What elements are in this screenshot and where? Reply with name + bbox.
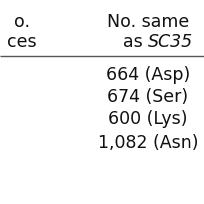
Text: o.: o. [14, 13, 30, 31]
Text: 674 (Ser): 674 (Ser) [107, 88, 188, 105]
Text: as: as [122, 33, 147, 51]
Text: ces: ces [7, 33, 37, 51]
Text: 600 (Lys): 600 (Lys) [108, 110, 187, 127]
Text: No. same: No. same [106, 13, 188, 31]
Text: SC35: SC35 [147, 33, 192, 51]
Text: 1,082 (Asn): 1,082 (Asn) [97, 133, 197, 151]
Text: 664 (Asp): 664 (Asp) [105, 66, 189, 84]
